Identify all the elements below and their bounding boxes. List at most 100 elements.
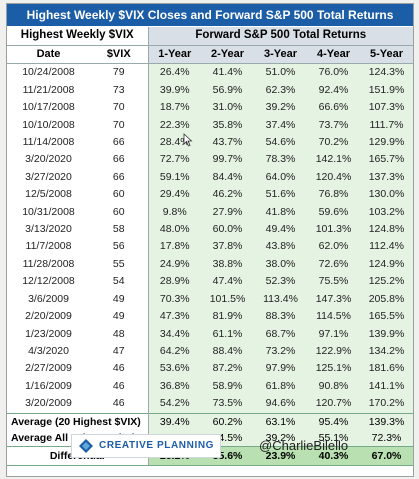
- return-cell: 99.7%: [201, 151, 254, 169]
- vix-cell: 56: [112, 240, 125, 253]
- average-value: 139.3%: [360, 412, 414, 430]
- return-cell: 87.2%: [201, 360, 254, 378]
- vix-cell: 60: [112, 205, 125, 218]
- return-cell: 97.9%: [254, 360, 307, 378]
- logo-mark-icon: [79, 438, 93, 453]
- vix-cell: 60: [112, 188, 125, 201]
- return-cell: 37.8%: [201, 238, 254, 256]
- return-cell: 137.3%: [360, 168, 414, 187]
- creative-planning-logo: CREATIVE PLANNING: [71, 433, 222, 458]
- return-cell: 151.9%: [360, 81, 414, 100]
- return-cell: 125.1%: [307, 360, 360, 378]
- average-value: 72.3%: [360, 429, 414, 447]
- right-header: Forward S&P 500 Total Returns: [147, 27, 414, 46]
- return-cell: 142.1%: [307, 151, 360, 169]
- table-row: 3/20/2020 66 72.7% 99.7% 78.3% 142.1% 165.7%: [7, 151, 414, 169]
- vix-cell: 66: [112, 170, 125, 183]
- vix-cell: 70: [112, 118, 125, 131]
- return-cell: 70.2%: [307, 134, 360, 152]
- date-column-header: Date: [7, 45, 90, 65]
- vix-cell: 73: [112, 83, 125, 96]
- table-row: 11/21/2008 73 39.9% 56.9% 62.3% 92.4% 151.9%: [7, 81, 414, 100]
- period-column-header: 3-Year: [254, 45, 307, 65]
- return-cell: 124.3%: [360, 63, 414, 82]
- return-cell: 39.2%: [254, 99, 307, 117]
- average-value: 63.1%: [254, 412, 307, 430]
- period-column-header: 4-Year: [307, 45, 360, 65]
- return-cell: 41.8%: [254, 203, 307, 222]
- return-cell: 38.0%: [254, 255, 307, 274]
- return-cell: 120.4%: [307, 168, 360, 187]
- return-cell: 88.4%: [201, 342, 254, 361]
- table-row: 10/10/2008 70 22.3% 35.8% 37.4% 73.7% 111.7%: [7, 116, 414, 135]
- return-cell: 56.9%: [201, 81, 254, 100]
- return-cell: 58.9%: [201, 377, 254, 396]
- return-cell: 59.1%: [147, 168, 201, 187]
- return-cell: 134.2%: [360, 342, 414, 361]
- return-cell: 60.0%: [201, 221, 254, 239]
- return-cell: 64.2%: [147, 342, 201, 361]
- logo-text: CREATIVE PLANNING: [99, 440, 215, 451]
- vix-cell: 66: [112, 136, 125, 149]
- return-cell: 29.4%: [147, 186, 201, 204]
- return-cell: 120.7%: [307, 395, 360, 414]
- return-cell: 46.2%: [201, 186, 254, 204]
- return-cell: 64.0%: [254, 168, 307, 187]
- return-cell: 125.2%: [360, 273, 414, 291]
- return-cell: 165.7%: [360, 151, 414, 169]
- return-cell: 139.9%: [360, 325, 414, 343]
- return-cell: 103.2%: [360, 203, 414, 222]
- differential-value: 67.0%: [360, 445, 414, 466]
- date-cell: 10/17/2008: [22, 101, 75, 114]
- vix-cell: 49: [112, 310, 125, 323]
- table-row: 12/12/2008 54 28.9% 47.4% 52.3% 75.5% 125.2%: [7, 273, 414, 291]
- return-cell: 27.9%: [201, 203, 254, 222]
- table-row: 11/28/2008 55 24.9% 38.8% 38.0% 72.6% 124.9%: [7, 255, 414, 274]
- return-cell: 73.2%: [254, 342, 307, 361]
- return-cell: 129.9%: [360, 134, 414, 152]
- differential-value: 40.3%: [307, 445, 360, 466]
- return-cell: 35.8%: [201, 116, 254, 135]
- table-row: 1/23/2009 48 34.4% 61.1% 68.7% 97.1% 139.9%: [7, 325, 414, 343]
- vix-cell: 49: [112, 292, 125, 305]
- return-cell: 9.8%: [147, 203, 201, 222]
- table-row: 2/20/2009 49 47.3% 81.9% 88.3% 114.5% 165.5%: [7, 308, 414, 326]
- return-cell: 97.1%: [307, 325, 360, 343]
- return-cell: 101.5%: [201, 290, 254, 309]
- table-row: 2/27/2009 46 53.6% 87.2% 97.9% 125.1% 181.6%: [7, 360, 414, 378]
- date-cell: 11/14/2008: [22, 136, 75, 149]
- return-cell: 61.1%: [201, 325, 254, 343]
- differential-value: 23.9%: [254, 445, 307, 466]
- author-handle: @CharlieBilello: [259, 438, 349, 453]
- average-value: 39.2%: [254, 429, 307, 447]
- vix-cell: 54: [112, 275, 125, 288]
- return-cell: 26.4%: [147, 63, 201, 82]
- return-cell: 61.8%: [254, 377, 307, 396]
- return-cell: 113.4%: [254, 290, 307, 309]
- return-cell: 78.3%: [254, 151, 307, 169]
- return-cell: 47.4%: [201, 273, 254, 291]
- date-cell: 4/3/2020: [28, 344, 69, 357]
- return-cell: 124.9%: [360, 255, 414, 274]
- return-cell: 84.4%: [201, 168, 254, 187]
- return-cell: 92.4%: [307, 81, 360, 100]
- return-cell: 18.7%: [147, 99, 201, 117]
- return-cell: 43.8%: [254, 238, 307, 256]
- table-row: 3/13/2020 58 48.0% 60.0% 49.4% 101.3% 124.8%: [7, 221, 414, 239]
- return-cell: 51.0%: [254, 63, 307, 82]
- footer: CREATIVE PLANNING @CharlieBilello: [7, 417, 413, 474]
- return-cell: 47.3%: [147, 308, 201, 326]
- table-row: 11/14/2008 66 28.4% 43.7% 54.6% 70.2% 129.9%: [7, 134, 414, 152]
- return-cell: 75.5%: [307, 273, 360, 291]
- return-cell: 17.8%: [147, 238, 201, 256]
- return-cell: 28.9%: [147, 273, 201, 291]
- return-cell: 88.3%: [254, 308, 307, 326]
- table-row: 1/16/2009 46 36.8% 58.9% 61.8% 90.8% 141.1%: [7, 377, 414, 396]
- table-row: 3/20/2009 46 54.2% 73.5% 94.6% 120.7% 170.2%: [7, 395, 414, 414]
- return-cell: 24.9%: [147, 255, 201, 274]
- return-cell: 41.4%: [201, 63, 254, 82]
- return-cell: 205.8%: [360, 290, 414, 309]
- vix-cell: 70: [112, 101, 125, 114]
- date-cell: 3/6/2009: [28, 292, 69, 305]
- table-row: 10/17/2008 70 18.7% 31.0% 39.2% 66.6% 107.3%: [7, 99, 414, 117]
